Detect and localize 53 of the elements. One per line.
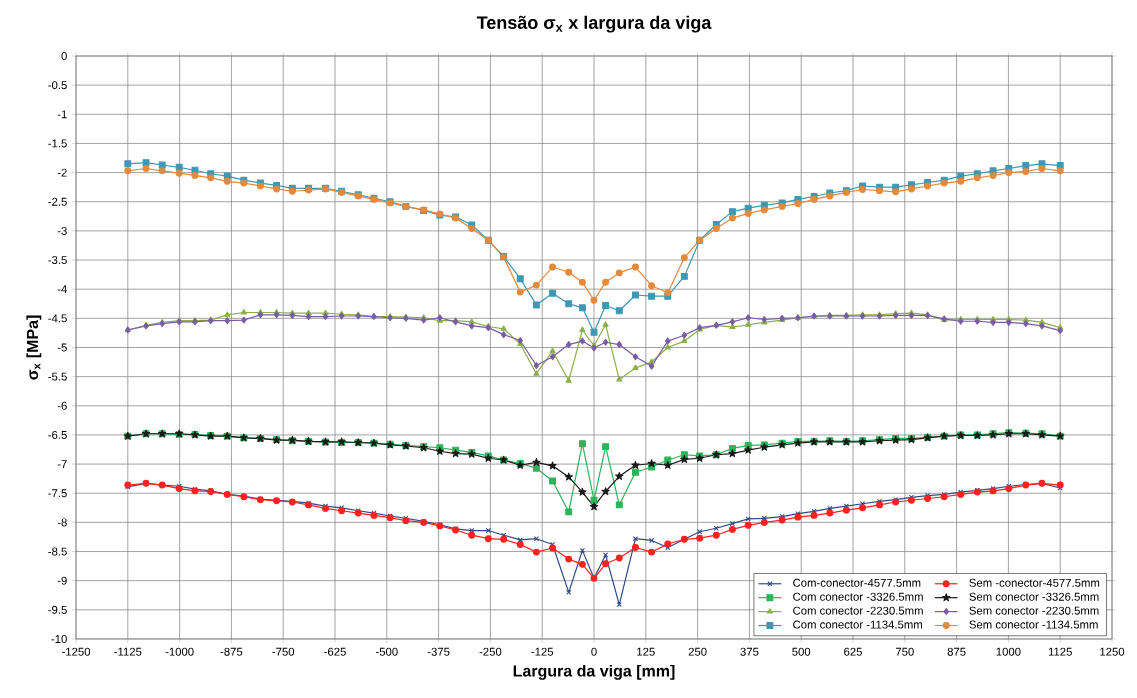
y-tick-label: -3 xyxy=(57,226,67,235)
x-tick-label: 250 xyxy=(688,647,707,656)
y-tick-label: -4 xyxy=(57,285,67,294)
y-tick-label: -1 xyxy=(57,110,67,119)
x-tick-label: -500 xyxy=(375,647,398,656)
y-tick-label: -7.5 xyxy=(48,489,67,498)
legend-label: Com conector -2230.5mm xyxy=(793,606,923,615)
x-tick-label: 1000 xyxy=(996,647,1021,656)
y-tick-label: -0.5 xyxy=(48,81,67,90)
x-tick-label: -750 xyxy=(272,647,295,656)
x-tick-label: -625 xyxy=(324,647,346,656)
legend-label: Sem conector -2230.5mm xyxy=(969,606,1099,615)
y-tick-label: -5 xyxy=(57,343,67,352)
legend-label: Sem -conector-4577.5mm xyxy=(969,578,1100,587)
y-tick-label: -9 xyxy=(57,576,67,585)
chart-title: Tensão σ$_{x}$ x largura da viga xyxy=(476,15,712,33)
y-tick-label: -3.5 xyxy=(48,256,67,265)
y-tick-label: -4.5 xyxy=(48,314,67,323)
x-tick-label: 1125 xyxy=(1048,647,1072,656)
legend-label: Sem conector -3326.5mm xyxy=(969,592,1099,601)
legend-label: Com conector -3326.5mm xyxy=(793,592,923,601)
x-tick-label: -1000 xyxy=(165,647,194,656)
x-tick-label: -1250 xyxy=(62,647,91,656)
x-tick-label: 625 xyxy=(844,647,862,656)
x-tick-label: 875 xyxy=(947,647,966,656)
x-tick-label: 500 xyxy=(792,647,811,656)
x-tick-label: -250 xyxy=(479,647,502,656)
legend-label: Sem conector -1134.5mm xyxy=(969,620,1098,629)
y-tick-label: -8.5 xyxy=(48,547,67,556)
y-axis-title: σ$_{x}$ [MPa] xyxy=(26,315,42,380)
y-tick-label: -1.5 xyxy=(48,139,67,148)
x-tick-label: -875 xyxy=(220,647,243,656)
y-tick-label: -7 xyxy=(57,460,67,468)
y-tick-label: -6.5 xyxy=(48,430,67,439)
y-tick-label: -8 xyxy=(57,518,67,527)
x-tick-label: 375 xyxy=(740,647,759,656)
x-tick-label: 0 xyxy=(591,647,597,656)
y-tick-label: 0 xyxy=(61,51,67,60)
x-tick-label: 1250 xyxy=(1100,647,1125,656)
x-tick-label: -1125 xyxy=(114,647,142,656)
y-tick-label: -9.5 xyxy=(48,605,67,614)
y-tick-label: -6 xyxy=(57,401,67,410)
x-tick-label: -375 xyxy=(427,647,450,656)
x-tick-label: -125 xyxy=(531,647,554,656)
legend-label: Com-conector-4577.5mm xyxy=(793,578,921,587)
y-tick-label: -2 xyxy=(57,168,67,177)
x-tick-label: 125 xyxy=(637,647,655,656)
y-tick-label: -10 xyxy=(51,634,67,643)
x-tick-label: 750 xyxy=(895,647,914,656)
x-axis-title: Largura da viga [mm] xyxy=(513,664,675,680)
legend-label: Com conector -1134.5mm xyxy=(793,620,922,629)
y-tick-label: -5.5 xyxy=(48,372,67,381)
y-tick-label: -2.5 xyxy=(48,197,67,206)
